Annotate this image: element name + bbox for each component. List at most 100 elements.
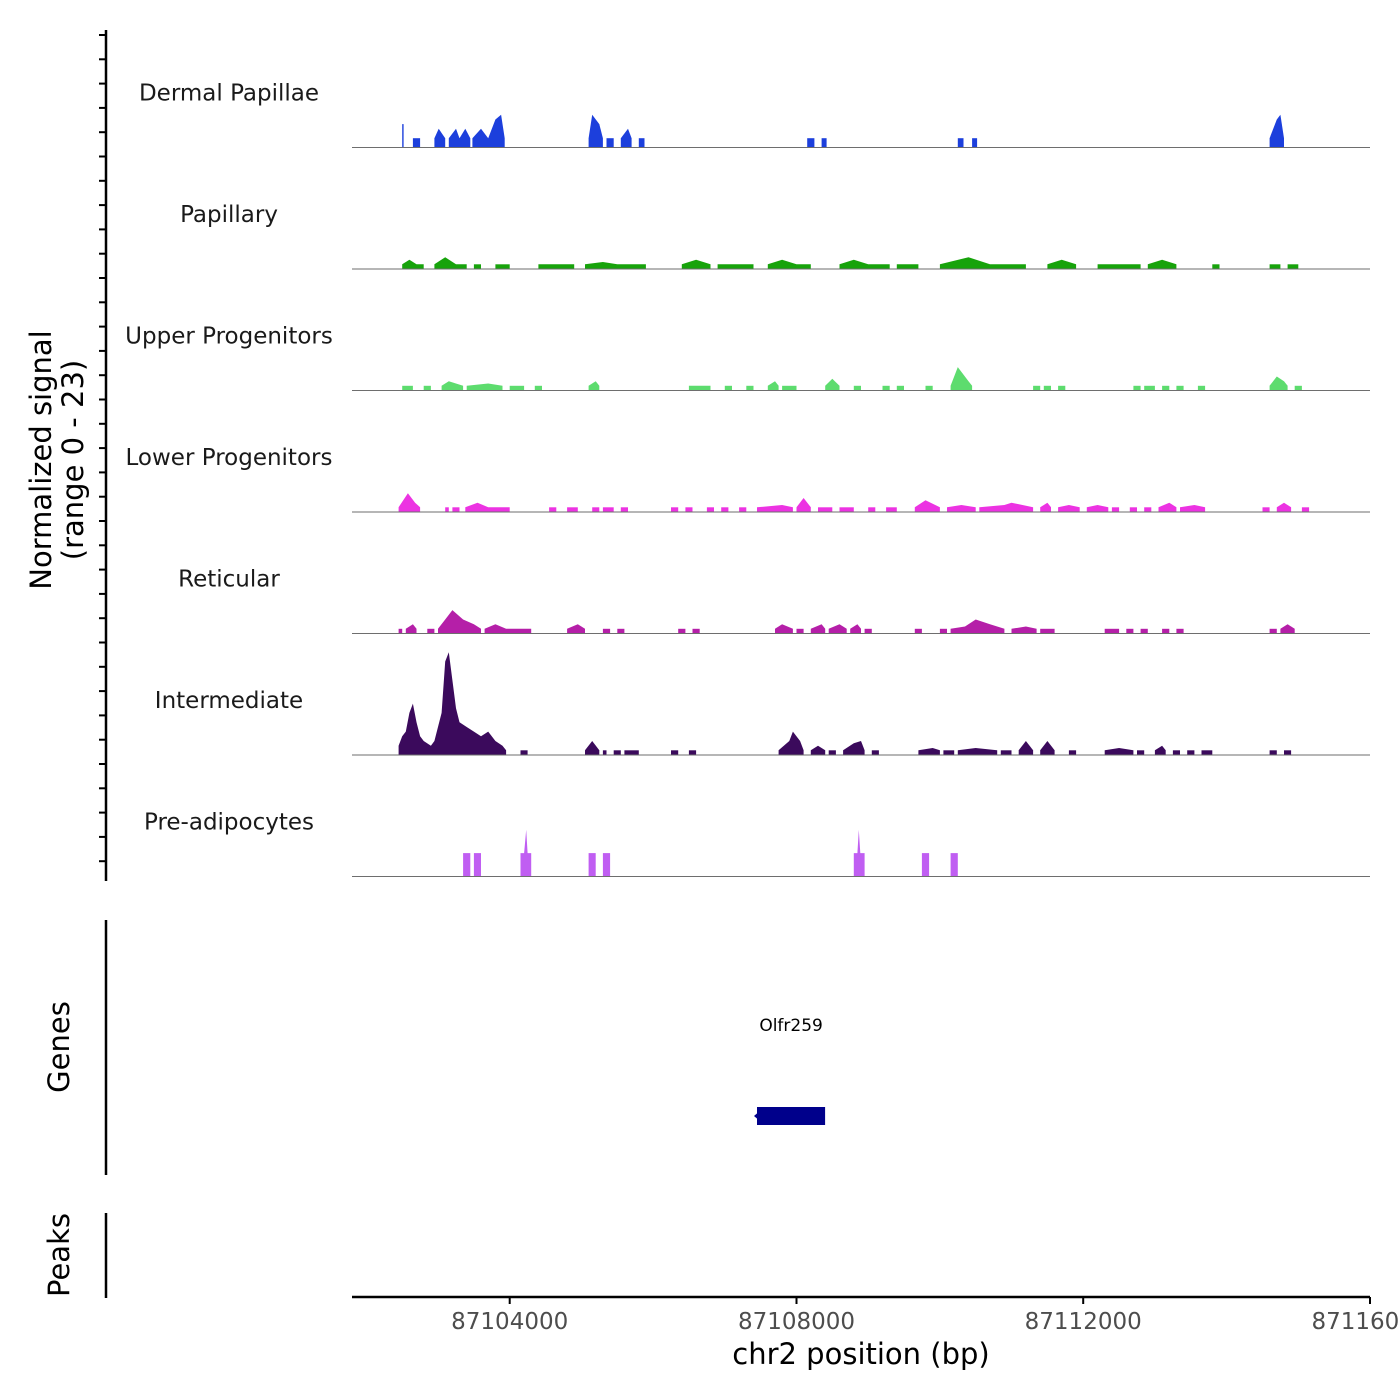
coverage-area [1058,385,1066,391]
coverage-area [671,750,679,755]
coverage-area [853,829,865,877]
coverage-area [739,507,747,512]
coverage-area [839,507,854,512]
coverage-area [1011,626,1037,634]
coverage-area [1140,628,1148,634]
coverage-area [473,264,481,269]
coverage-area [782,385,797,391]
track-lower-progenitors: Lower Progenitors [126,445,1370,513]
coverage-area [1086,505,1109,512]
coverage-area [914,628,922,634]
track-label: Lower Progenitors [126,445,333,471]
coverage-area [843,741,865,755]
coverage-area [1276,502,1292,512]
coverage-area [509,385,525,391]
coverage-area [1262,507,1270,512]
coverage-area [939,257,1026,269]
coverage-area [950,367,973,391]
coverage-area [850,624,861,634]
coverage-area [1033,385,1041,391]
coverage-area [688,385,711,391]
coverage-area [1269,628,1277,634]
coverage-area [943,750,955,755]
coverage-area [520,750,528,755]
coverage-area [1043,385,1051,391]
coverage-area [1058,505,1080,512]
coverage-area [1154,745,1166,755]
coverage-area [706,507,714,512]
coverage-area [1269,114,1284,148]
coverage-area [757,505,793,512]
coverage-area [1187,750,1195,755]
coverage-area [685,507,693,512]
coverage-area [1040,741,1055,755]
coverage-area [778,731,804,755]
coverage-area [602,853,611,877]
coverage-area [1284,750,1292,755]
coverage-area [405,624,417,634]
coverage-area [613,750,621,755]
coverage-area [810,624,826,634]
coverage-area [1294,385,1302,391]
coverage-area [1129,507,1137,512]
coverage-area [620,128,632,148]
coverage-area [828,624,847,634]
coverage-area [465,502,510,512]
coverage-area [463,853,471,877]
coverage-area [592,507,600,512]
coverage-area [1068,750,1077,755]
track-dermal-papillae: Dermal Papillae [139,81,1370,148]
coverage-area [957,138,964,148]
coverage-area [1201,750,1213,755]
track-label: Reticular [178,567,280,593]
coverage-area [427,628,435,634]
coverage-area [473,853,481,877]
coverage-area [947,505,976,512]
coverage-area [957,748,998,755]
gene-label: Olfr259 [759,1016,823,1036]
coverage-area [1000,750,1012,755]
x-tick-label: 87112000 [1025,1309,1142,1335]
coverage-area [972,138,978,148]
coverage-area [882,385,890,391]
coverage-area [1126,628,1134,634]
coverage-area [1018,741,1034,755]
coverage-area [979,502,1034,512]
coverage-area [602,750,607,755]
coverage-area [472,114,505,148]
coverage-area [692,628,700,634]
coverage-area [588,381,600,391]
coverage-area [495,264,510,269]
genes-panel-label: Genes [42,1001,76,1093]
coverage-area [1197,385,1206,391]
coverage-area [398,652,507,755]
track-label: Intermediate [155,688,303,714]
coverage-area [839,259,890,269]
coverage-area [1172,750,1180,755]
coverage-area [925,385,933,391]
coverage-area [1280,624,1295,634]
peaks-panel-label: Peaks [42,1213,76,1297]
coverage-area [886,507,897,512]
coverage-area [520,829,532,877]
coverage-area [620,507,628,512]
coverage-area [853,385,861,391]
x-axis-ticks: 87104000 87108000 87112000 87116000 [451,1297,1400,1335]
coverage-area [1162,628,1170,634]
coverage-area [681,259,711,269]
coverage-tracks: Dermal Papillae Papillary Upper Progenitor… [125,81,1370,877]
coverage-area [638,138,645,148]
coverage-area [402,259,424,269]
coverage-area [688,750,697,755]
x-tick-label: 87104000 [451,1309,568,1335]
coverage-area [1144,385,1155,391]
coverage-area [825,378,840,391]
coverage-area [588,114,603,148]
track-label: Pre-adipocytes [144,810,314,836]
coverage-area [1104,628,1120,634]
coverage-area [602,507,614,512]
coverage-area [1176,385,1184,391]
coverage-area [775,624,793,634]
coverage-area [402,385,413,391]
